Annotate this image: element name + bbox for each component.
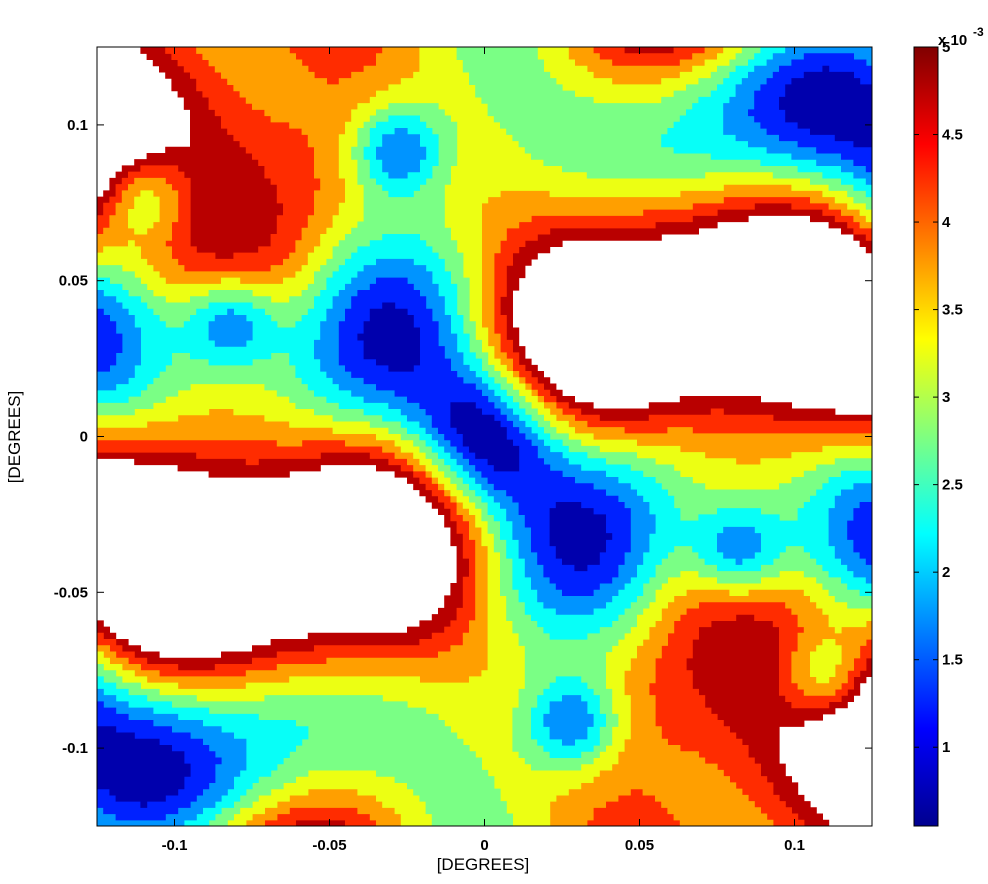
y-tick-label: 0.05 — [59, 273, 88, 290]
colorbar-exponent-power: -3 — [973, 25, 984, 39]
colorbar-tick-label: 3 — [942, 389, 950, 406]
y-axis: 0.1 0.05 0 -0.05 -0.1 — [54, 117, 872, 757]
colorbar-tick-label: 1 — [942, 739, 950, 756]
contour-band — [97, 47, 872, 826]
colorbar-tick-label: 3.5 — [942, 302, 963, 319]
x-axis-title: [DEGREES] — [437, 855, 530, 874]
y-tick-label: 0 — [80, 429, 88, 446]
contour-band — [97, 53, 872, 821]
colorbar-tick-label: 5 — [942, 39, 950, 56]
x-axis: -0.1 -0.05 0 0.05 0.1 — [162, 47, 805, 854]
y-axis-title: [DEGREES] — [5, 391, 24, 484]
y-tick-label: -0.1 — [62, 740, 88, 757]
colorbar-axis: 5 4.5 4 3.5 3 2.5 2 1.5 1 — [914, 39, 963, 756]
contour-field — [97, 47, 872, 826]
x-tick-label: -0.05 — [312, 837, 346, 854]
y-tick-label: 0.1 — [67, 117, 88, 134]
colorbar-tick-label: 4 — [942, 214, 951, 231]
colorbar-tick-label: 2.5 — [942, 477, 963, 494]
y-tick-label: -0.05 — [54, 584, 88, 601]
contour-band — [97, 65, 872, 808]
colorbar-tick-label: 1.5 — [942, 652, 963, 669]
x-tick-label: 0.05 — [625, 837, 654, 854]
colorbar-tick-label: 2 — [942, 564, 950, 581]
x-tick-label: -0.1 — [162, 837, 188, 854]
contour-band — [97, 47, 872, 826]
x-tick-label: 0.1 — [784, 837, 805, 854]
x-tick-label: 0 — [480, 837, 488, 854]
colorbar-tick-label: 4.5 — [942, 127, 963, 144]
colorbar-exponent-label: x 10 — [938, 32, 967, 49]
colorbar — [913, 46, 939, 827]
